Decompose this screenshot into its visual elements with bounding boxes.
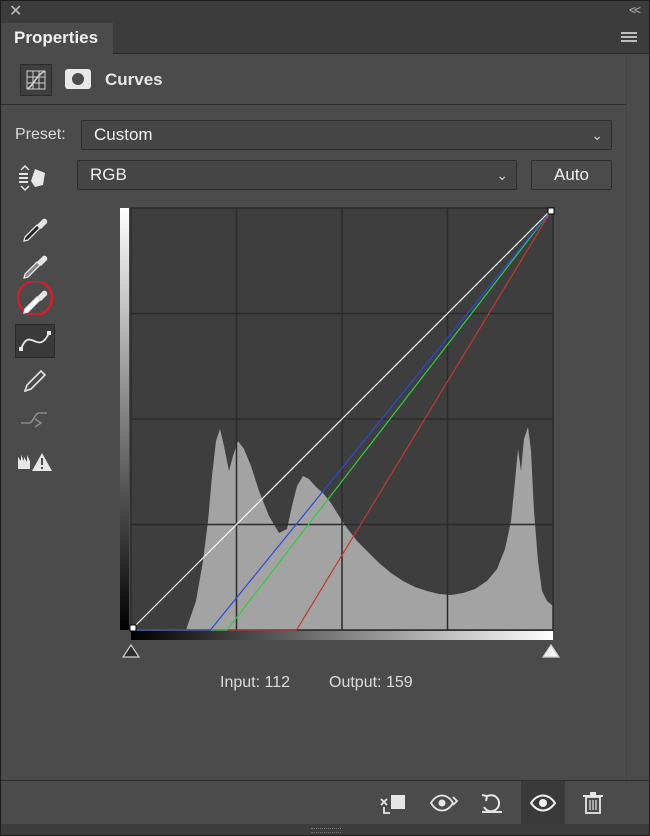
rgb-curve[interactable] xyxy=(130,207,554,631)
tab-row: Properties xyxy=(1,23,649,54)
clip-to-layer-icon[interactable] xyxy=(379,789,407,817)
resize-grip[interactable] xyxy=(1,824,649,835)
curve-layer xyxy=(130,207,554,631)
black-point-handle[interactable] xyxy=(129,624,137,632)
blue-curve[interactable] xyxy=(131,207,554,631)
preset-label: Preset: xyxy=(15,126,66,143)
white-input-slider[interactable] xyxy=(541,643,561,658)
input-label: Input: xyxy=(220,674,261,691)
tab-properties[interactable]: Properties xyxy=(1,23,113,54)
reset-icon[interactable] xyxy=(478,789,506,817)
white-point-handle[interactable] xyxy=(547,207,555,215)
black-point-eyedropper-icon[interactable] xyxy=(15,209,55,243)
adjustment-header: Curves xyxy=(1,54,626,105)
channel-value: RGB xyxy=(90,165,127,184)
input-value: 112 xyxy=(264,674,290,691)
output-value: 159 xyxy=(385,674,413,691)
curve-points-icon[interactable] xyxy=(15,324,55,358)
input-readout: Input: 112 xyxy=(220,674,290,692)
pencil-icon[interactable] xyxy=(15,363,55,397)
adjustment-title: Curves xyxy=(105,70,163,89)
input-gradient xyxy=(131,631,553,640)
clipping-warning-icon[interactable] xyxy=(15,445,55,479)
preset-value: Custom xyxy=(94,125,153,144)
smooth-icon xyxy=(15,401,55,435)
output-gradient xyxy=(120,208,129,630)
chevron-down-icon: ⌄ xyxy=(591,127,603,143)
gray-point-eyedropper-icon[interactable] xyxy=(15,246,55,280)
curves-adjustment-icon[interactable] xyxy=(20,64,52,96)
panel-menu-icon[interactable] xyxy=(621,32,637,44)
view-previous-state-icon[interactable] xyxy=(429,789,459,817)
preset-select[interactable]: Custom ⌄ xyxy=(81,120,612,150)
auto-button[interactable]: Auto xyxy=(531,160,612,190)
collapse-icon[interactable]: << xyxy=(628,3,641,17)
mask-icon[interactable] xyxy=(65,69,91,89)
chevron-down-icon: ⌄ xyxy=(496,167,508,183)
targeted-adjustment-icon[interactable] xyxy=(15,161,55,195)
visibility-icon[interactable] xyxy=(521,781,565,825)
scrollbar[interactable] xyxy=(626,54,649,780)
curves-graph[interactable] xyxy=(1,1,650,666)
bottom-toolbar xyxy=(1,780,649,825)
output-readout: Output: 159 xyxy=(329,674,413,692)
white-point-eyedropper-icon[interactable] xyxy=(15,279,55,317)
output-label: Output: xyxy=(329,674,382,691)
delete-icon[interactable] xyxy=(579,789,607,817)
black-input-slider[interactable] xyxy=(121,643,141,658)
channel-select[interactable]: RGB ⌄ xyxy=(77,160,517,190)
title-bar: ✕ << xyxy=(1,1,649,23)
close-icon[interactable]: ✕ xyxy=(9,3,23,20)
